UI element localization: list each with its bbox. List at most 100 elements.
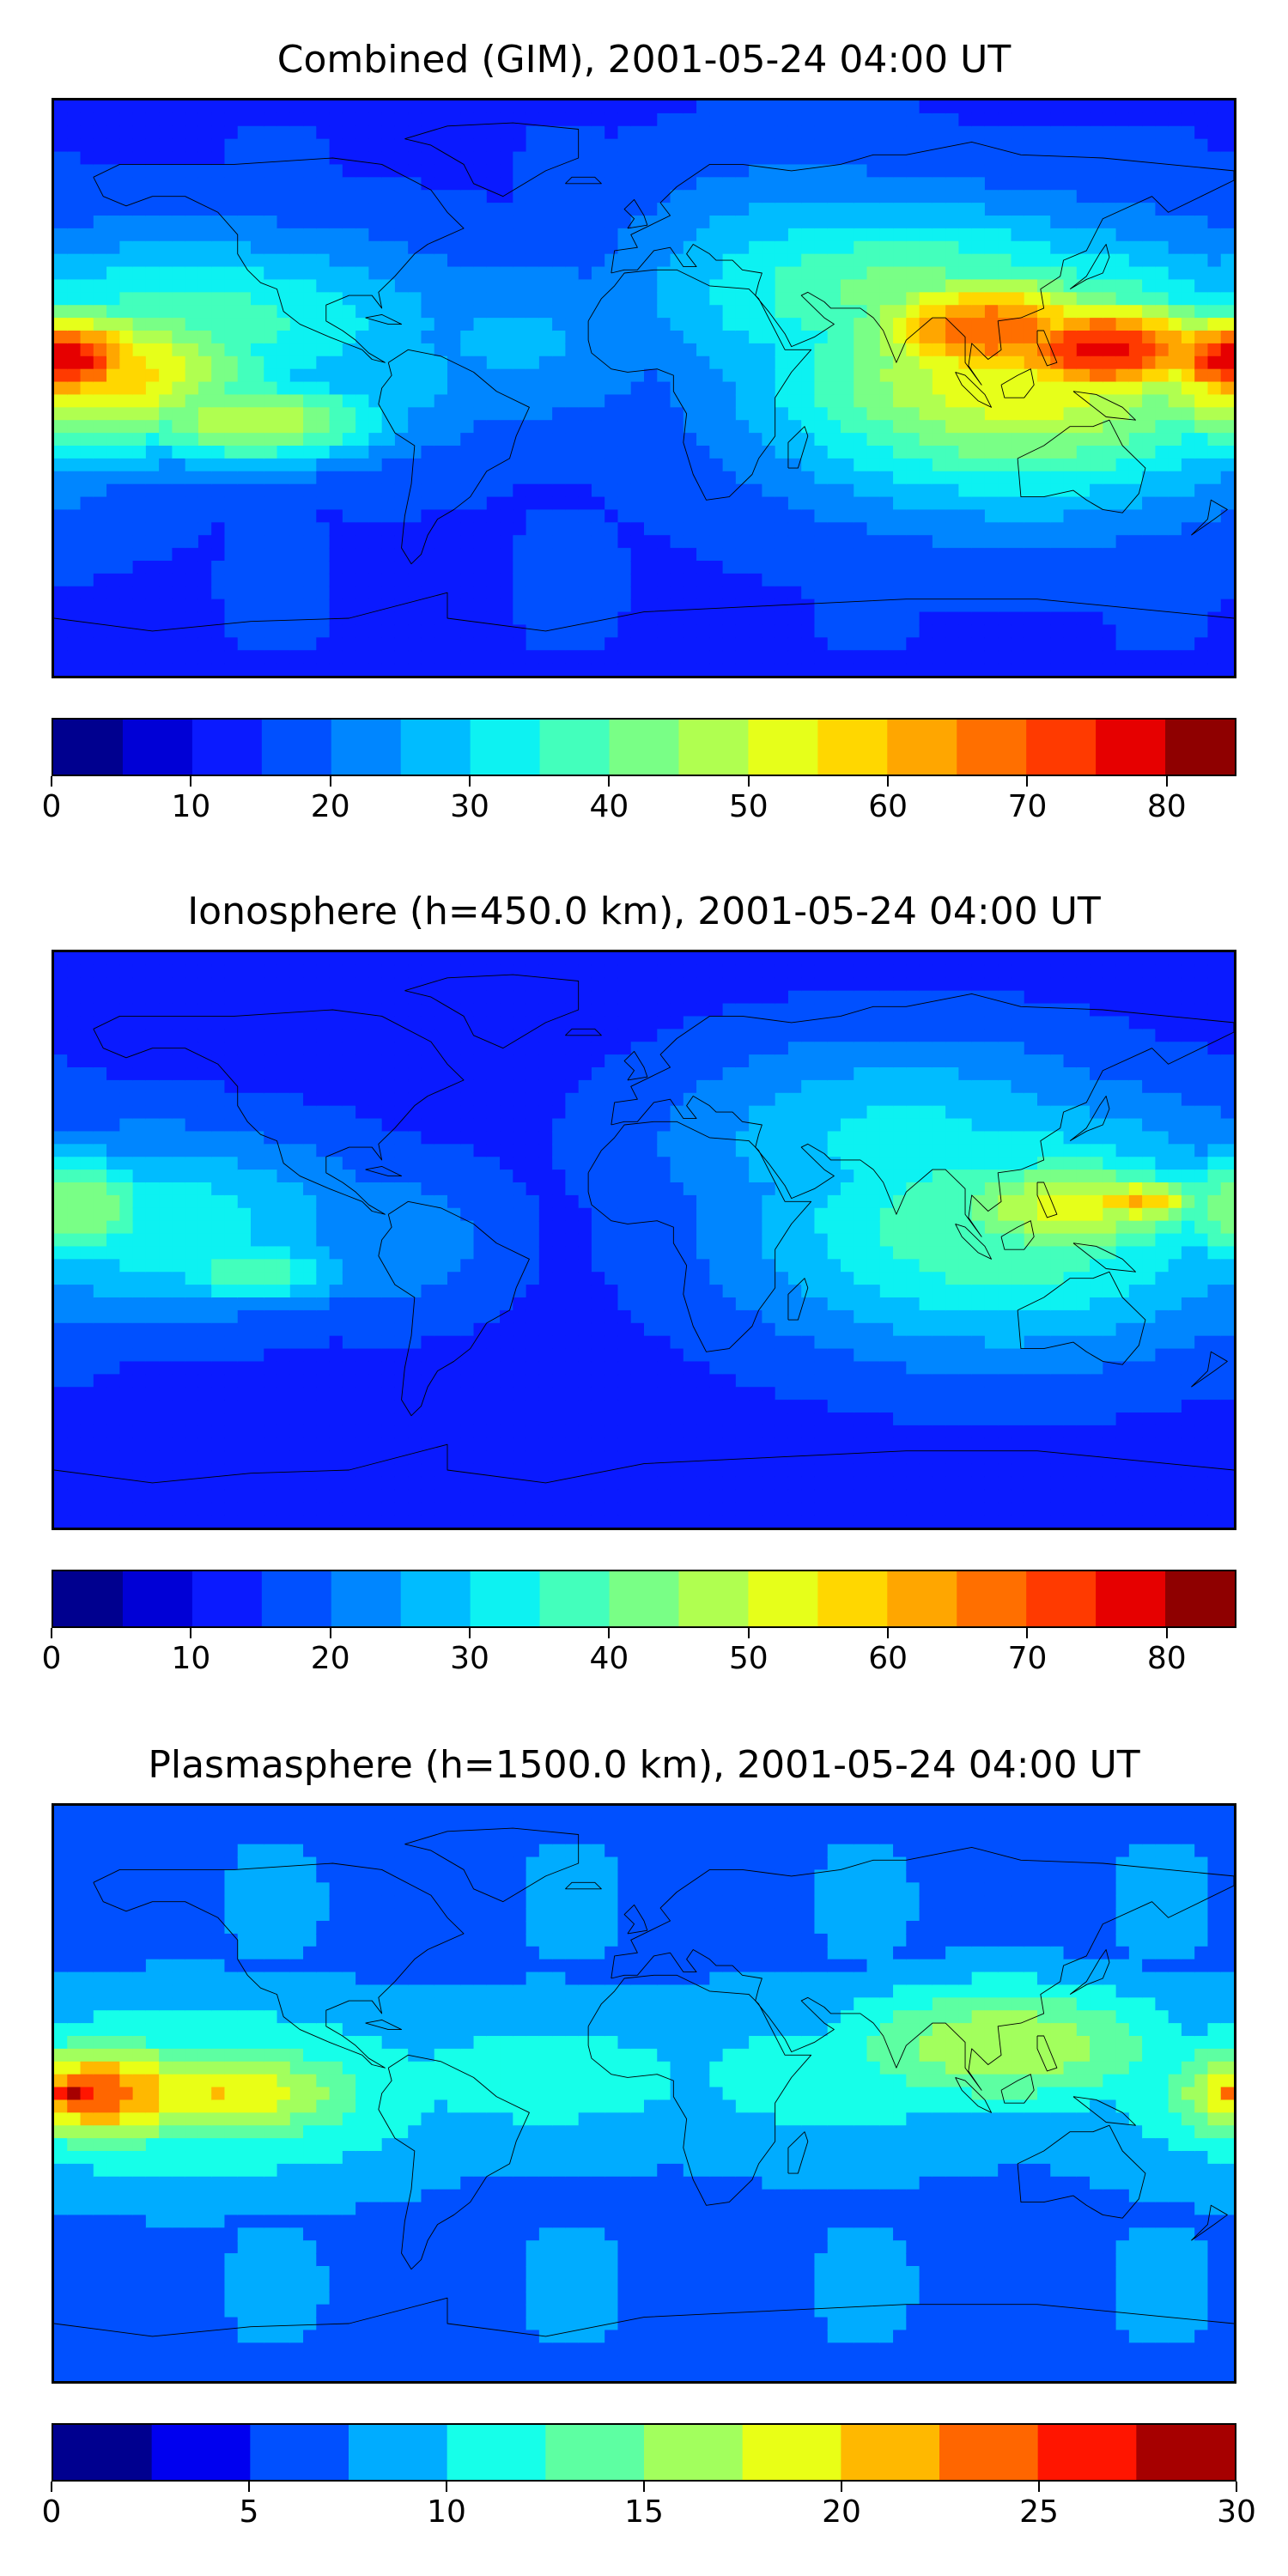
heatmap-cell xyxy=(657,483,671,498)
heatmap-cell xyxy=(276,952,291,967)
heatmap-cell xyxy=(841,535,855,550)
heatmap-cell xyxy=(762,177,776,191)
heatmap-cell xyxy=(93,253,108,268)
heatmap-cell xyxy=(696,496,711,511)
heatmap-cell xyxy=(145,420,161,434)
heatmap-cell xyxy=(251,977,265,992)
heatmap-cell xyxy=(80,650,94,665)
heatmap-cell xyxy=(683,598,698,613)
heatmap-cell xyxy=(185,407,200,422)
heatmap-cell xyxy=(696,279,711,294)
heatmap-cell xyxy=(93,522,108,537)
heatmap-cell xyxy=(329,100,344,115)
heatmap-cell xyxy=(1090,190,1104,204)
heatmap-cell xyxy=(289,1067,305,1082)
heatmap-cell xyxy=(526,368,541,383)
heatmap-cell xyxy=(1063,598,1078,613)
heatmap-cell xyxy=(329,548,344,562)
heatmap-cell xyxy=(945,266,960,281)
heatmap-cell xyxy=(984,420,999,434)
heatmap-cell xyxy=(1063,446,1078,460)
heatmap-cell xyxy=(473,433,488,447)
heatmap-cell xyxy=(67,1144,82,1158)
heatmap-cell xyxy=(1168,240,1183,255)
heatmap-cell xyxy=(67,1016,82,1030)
heatmap-cell xyxy=(1115,548,1131,562)
heatmap-cell xyxy=(211,1322,226,1337)
heatmap-cell xyxy=(1155,535,1170,550)
heatmap-cell xyxy=(1037,407,1052,422)
heatmap-cell xyxy=(276,1105,291,1120)
heatmap-cell xyxy=(67,331,82,345)
heatmap-cell xyxy=(1103,305,1117,319)
heatmap-cell xyxy=(447,125,462,140)
heatmap-cell xyxy=(80,433,94,447)
heatmap-cell xyxy=(93,125,108,140)
heatmap-cell xyxy=(526,305,541,319)
heatmap-cell xyxy=(251,1463,265,1478)
heatmap-cell xyxy=(54,112,69,127)
heatmap-cell xyxy=(1011,228,1025,242)
heatmap-cell xyxy=(1142,561,1157,575)
heatmap-cell xyxy=(513,177,527,191)
heatmap-cell xyxy=(342,292,357,307)
heatmap-cell xyxy=(1090,292,1104,307)
heatmap-cell xyxy=(447,637,462,652)
heatmap-cell xyxy=(617,433,632,447)
heatmap-cell xyxy=(54,663,69,676)
heatmap-cell xyxy=(919,611,934,626)
heatmap-cell xyxy=(565,190,580,204)
heatmap-cell xyxy=(591,586,606,600)
heatmap-cell xyxy=(1194,305,1209,319)
heatmap-cell xyxy=(657,216,671,230)
heatmap-cell xyxy=(657,151,671,166)
heatmap-cell xyxy=(775,637,790,652)
heatmap-cell xyxy=(54,355,69,370)
heatmap-cell xyxy=(408,458,422,472)
heatmap-cell xyxy=(1115,650,1131,665)
colorbar-tick-label: 0 xyxy=(41,789,62,824)
heatmap-cell xyxy=(657,112,671,127)
heatmap-cell xyxy=(1076,164,1091,179)
heatmap-cell xyxy=(381,637,397,652)
heatmap-cell xyxy=(289,1259,305,1273)
heatmap-cell xyxy=(172,446,186,460)
heatmap-cell xyxy=(932,458,947,472)
heatmap-cell xyxy=(735,331,750,345)
heatmap-cell xyxy=(67,561,82,575)
heatmap-cell xyxy=(644,446,659,460)
heatmap-cell xyxy=(1128,471,1144,485)
heatmap-cell xyxy=(67,1413,82,1427)
heatmap-cell xyxy=(486,253,501,268)
heatmap-cell xyxy=(762,266,776,281)
heatmap-cell xyxy=(591,331,606,345)
heatmap-cell xyxy=(172,1194,186,1209)
heatmap-cell xyxy=(1168,650,1183,665)
heatmap-cell xyxy=(1220,420,1234,434)
heatmap-cell xyxy=(145,1144,161,1158)
heatmap-cell xyxy=(145,1042,161,1056)
heatmap-cell xyxy=(276,446,291,460)
heatmap-cell xyxy=(329,292,344,307)
heatmap-cell xyxy=(696,203,711,217)
heatmap-cell xyxy=(381,548,397,562)
heatmap-cell xyxy=(106,1144,121,1158)
heatmap-cell xyxy=(224,1207,239,1222)
heatmap-cell xyxy=(801,100,816,115)
heatmap-cell xyxy=(224,1450,239,1465)
heatmap-cell xyxy=(775,279,790,294)
heatmap-cell xyxy=(683,355,698,370)
heatmap-cell xyxy=(971,190,987,204)
heatmap-cell xyxy=(368,164,383,179)
heatmap-cell xyxy=(93,190,108,204)
heatmap-cell xyxy=(145,663,161,676)
heatmap-cell xyxy=(1168,355,1183,370)
heatmap-cell xyxy=(54,483,69,498)
heatmap-cell xyxy=(787,433,803,447)
heatmap-cell xyxy=(1220,216,1234,230)
heatmap-cell xyxy=(683,164,698,179)
heatmap-cell xyxy=(355,305,370,319)
heatmap-cell xyxy=(906,573,920,587)
heatmap-cell xyxy=(801,586,816,600)
heatmap-cell xyxy=(513,471,527,485)
